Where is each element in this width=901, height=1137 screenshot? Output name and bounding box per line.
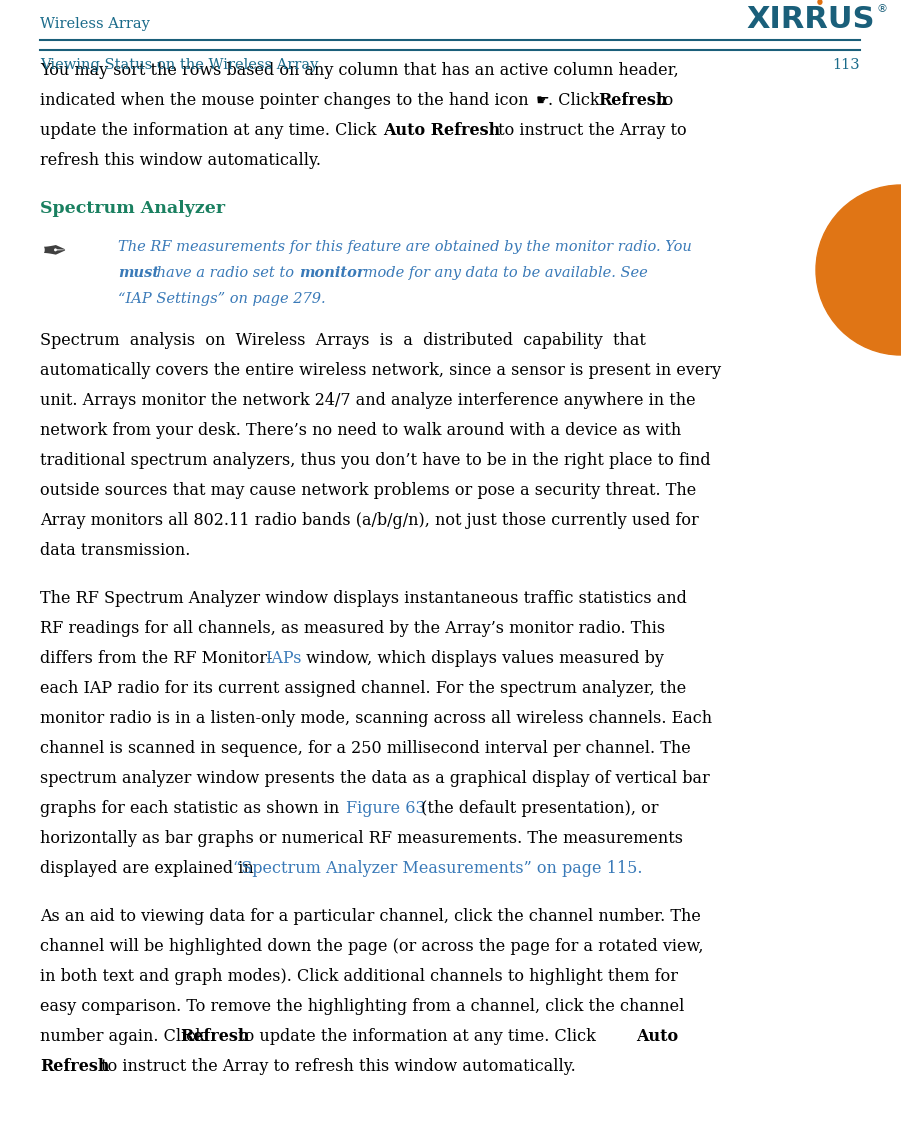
Text: IAPs: IAPs (265, 650, 302, 667)
Text: differs from the RF Monitor-: differs from the RF Monitor- (40, 650, 272, 667)
Text: Auto: Auto (636, 1028, 678, 1045)
Text: channel will be highlighted down the page (or across the page for a rotated view: channel will be highlighted down the pag… (40, 938, 704, 955)
Text: “IAP Settings” on page 279.: “IAP Settings” on page 279. (118, 292, 325, 306)
Text: Wireless Array: Wireless Array (40, 17, 150, 31)
Text: channel is scanned in sequence, for a 250 millisecond interval per channel. The: channel is scanned in sequence, for a 25… (40, 740, 691, 757)
Text: horizontally as bar graphs or numerical RF measurements. The measurements: horizontally as bar graphs or numerical … (40, 830, 683, 847)
Text: in both text and graph modes). Click additional channels to highlight them for: in both text and graph modes). Click add… (40, 968, 678, 985)
Text: Spectrum Analyzer: Spectrum Analyzer (40, 200, 225, 217)
Text: each IAP radio for its current assigned channel. For the spectrum analyzer, the: each IAP radio for its current assigned … (40, 680, 687, 697)
Text: ☛: ☛ (536, 93, 550, 108)
Text: Viewing Status on the Wireless Array: Viewing Status on the Wireless Array (40, 58, 318, 72)
Text: •: • (815, 0, 825, 11)
Text: easy comparison. To remove the highlighting from a channel, click the channel: easy comparison. To remove the highlight… (40, 998, 685, 1015)
Text: As an aid to viewing data for a particular channel, click the channel number. Th: As an aid to viewing data for a particul… (40, 908, 701, 926)
Text: Refresh: Refresh (40, 1059, 110, 1074)
Text: Refresh: Refresh (180, 1028, 250, 1045)
Text: You may sort the rows based on any column that has an active column header,: You may sort the rows based on any colum… (40, 63, 678, 78)
Text: (the default presentation), or: (the default presentation), or (416, 800, 659, 818)
Text: to update the information at any time. Click: to update the information at any time. C… (233, 1028, 601, 1045)
Text: The RF Spectrum Analyzer window displays instantaneous traffic statistics and: The RF Spectrum Analyzer window displays… (40, 590, 687, 607)
Text: XIRRUS: XIRRUS (747, 5, 875, 34)
Text: RF readings for all channels, as measured by the Array’s monitor radio. This: RF readings for all channels, as measure… (40, 620, 665, 637)
Text: “Spectrum Analyzer Measurements” on page 115.: “Spectrum Analyzer Measurements” on page… (233, 860, 642, 877)
Text: The RF measurements for this feature are obtained by the monitor radio. You: The RF measurements for this feature are… (118, 240, 692, 254)
Text: data transmission.: data transmission. (40, 542, 190, 559)
Text: graphs for each statistic as shown in: graphs for each statistic as shown in (40, 800, 344, 818)
Text: Figure 63: Figure 63 (346, 800, 426, 818)
Text: unit. Arrays monitor the network 24/7 and analyze interference anywhere in the: unit. Arrays monitor the network 24/7 an… (40, 392, 696, 409)
Text: Array monitors all 802.11 radio bands (a/b/g/n), not just those currently used f: Array monitors all 802.11 radio bands (a… (40, 512, 699, 529)
Text: window, which displays values measured by: window, which displays values measured b… (301, 650, 664, 667)
Text: automatically covers the entire wireless network, since a sensor is present in e: automatically covers the entire wireless… (40, 362, 721, 379)
Text: network from your desk. There’s no need to walk around with a device as with: network from your desk. There’s no need … (40, 422, 681, 439)
Text: must: must (118, 266, 159, 280)
Text: indicated when the mouse pointer changes to the hand icon: indicated when the mouse pointer changes… (40, 92, 533, 109)
Text: Auto Refresh: Auto Refresh (383, 122, 500, 139)
Text: . Click: . Click (548, 92, 605, 109)
Text: monitor radio is in a listen-only mode, scanning across all wireless channels. E: monitor radio is in a listen-only mode, … (40, 709, 712, 727)
Text: spectrum analyzer window presents the data as a graphical display of vertical ba: spectrum analyzer window presents the da… (40, 770, 710, 787)
Text: mode for any data to be available. See: mode for any data to be available. See (359, 266, 648, 280)
Text: ®: ® (876, 5, 887, 14)
Text: have a radio set to: have a radio set to (152, 266, 298, 280)
Text: 113: 113 (833, 58, 860, 72)
Text: to: to (652, 92, 673, 109)
Text: monitor: monitor (299, 266, 365, 280)
Text: refresh this window automatically.: refresh this window automatically. (40, 152, 321, 169)
Wedge shape (816, 185, 901, 355)
Text: Refresh: Refresh (598, 92, 668, 109)
Text: traditional spectrum analyzers, thus you don’t have to be in the right place to : traditional spectrum analyzers, thus you… (40, 453, 711, 468)
Text: to instruct the Array to: to instruct the Array to (493, 122, 687, 139)
Text: update the information at any time. Click: update the information at any time. Clic… (40, 122, 382, 139)
Text: ✒: ✒ (42, 238, 68, 267)
Text: Spectrum  analysis  on  Wireless  Arrays  is  a  distributed  capability  that: Spectrum analysis on Wireless Arrays is … (40, 332, 646, 349)
Text: outside sources that may cause network problems or pose a security threat. The: outside sources that may cause network p… (40, 482, 696, 499)
Text: displayed are explained in: displayed are explained in (40, 860, 259, 877)
Text: number again. Click: number again. Click (40, 1028, 210, 1045)
Text: to instruct the Array to refresh this window automatically.: to instruct the Array to refresh this wi… (96, 1059, 576, 1074)
